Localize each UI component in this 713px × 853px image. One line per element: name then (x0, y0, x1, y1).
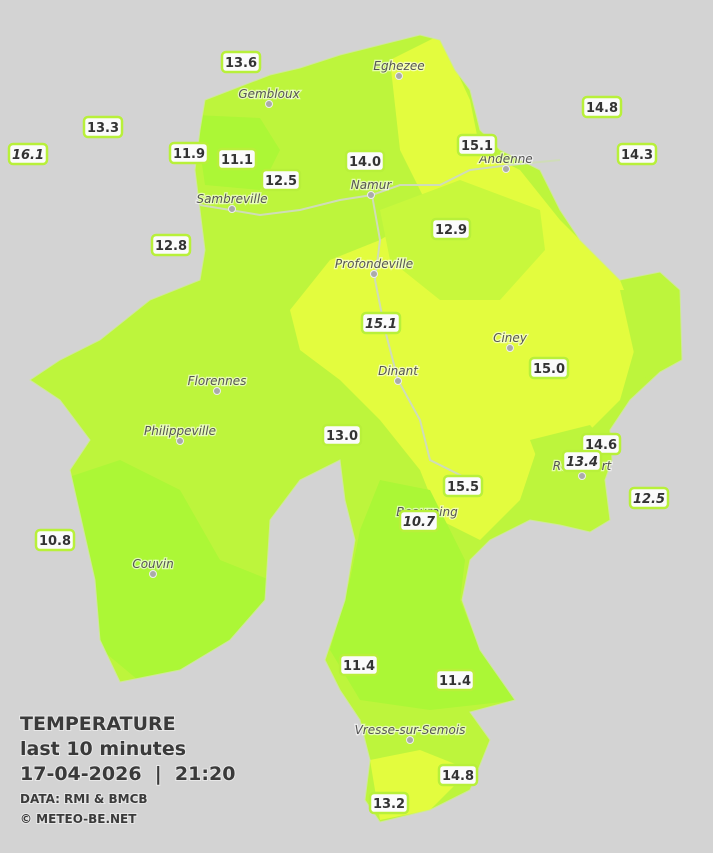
river (371, 194, 471, 481)
city-label: Namur (351, 178, 393, 192)
city-label: Florennes (188, 374, 247, 388)
station-box (338, 653, 380, 677)
station-value: 15.5 (447, 480, 479, 495)
station-value: 10.8 (39, 534, 71, 549)
city-dot (406, 736, 414, 744)
station-box (150, 233, 192, 257)
city-dot (370, 270, 378, 278)
credit: © METEO-BE.NET (20, 812, 137, 826)
station-box (628, 486, 670, 510)
station-value: 11.9 (173, 147, 205, 162)
city-label: Eghezee (373, 59, 424, 73)
station-box (434, 668, 476, 692)
station-value: 14.8 (442, 769, 474, 784)
station-value: 14.3 (621, 148, 653, 163)
city-label: Philippeville (144, 424, 216, 438)
station-value: 10.7 (403, 515, 436, 530)
station-value: 15.1 (461, 139, 493, 154)
city-dot (506, 344, 514, 352)
station-box (220, 50, 262, 74)
station-box (528, 356, 570, 380)
station-value: 14.0 (349, 155, 381, 170)
subtitle: last 10 minutes (20, 738, 186, 760)
city-label: Vresse-sur-Semois (355, 723, 466, 737)
city-label: Sambreville (196, 192, 267, 206)
city-label: Couvin (132, 557, 173, 571)
city-label: Gembloux (238, 87, 300, 101)
station-box (442, 474, 484, 498)
station-box (34, 528, 76, 552)
city-dot (394, 377, 402, 385)
city-dot (265, 100, 273, 108)
city-dot (367, 191, 375, 199)
station-value: 12.5 (633, 492, 665, 507)
city-dot (228, 205, 236, 213)
credit: DATA: RMI & BMCB (20, 792, 148, 806)
station-value: 15.0 (533, 362, 565, 377)
river (199, 159, 561, 217)
station-box (456, 133, 498, 157)
station-value: 16.1 (12, 148, 44, 163)
city-dot (149, 570, 157, 578)
station-box (82, 115, 124, 139)
city-dot (395, 72, 403, 80)
station-box (616, 142, 658, 166)
city-dot (502, 165, 510, 173)
station-value: 14.6 (585, 438, 617, 453)
station-box (168, 141, 210, 165)
station-box (344, 149, 386, 173)
station-value: 11.4 (343, 659, 375, 674)
station-box (398, 509, 440, 533)
city-label: Profondeville (335, 257, 413, 271)
station-value: 13.3 (87, 121, 119, 136)
station-box (581, 95, 623, 119)
station-box (430, 217, 472, 241)
station-box (561, 449, 603, 473)
city-dot (578, 472, 586, 480)
station-box (216, 147, 258, 171)
station-box (7, 142, 49, 166)
station-value: 13.0 (326, 429, 358, 444)
station-value: 11.1 (221, 153, 253, 168)
station-value: 11.4 (439, 674, 471, 689)
station-value: 12.5 (265, 174, 297, 189)
stations: 13.6 13.3 16.1 11.9 11.1 12.5 14.0 15.1 14.8 14.3… (7, 50, 670, 815)
title: TEMPERATURE (20, 713, 176, 735)
city-dot (213, 387, 221, 395)
station-box (437, 763, 479, 787)
station-value: 12.8 (155, 239, 187, 254)
station-value: 13.2 (373, 797, 405, 812)
station-value: 15.1 (365, 317, 397, 332)
station-value: 13.4 (566, 455, 598, 470)
station-value: 13.6 (225, 56, 257, 71)
timestamp: 17-04-2026 | 21:20 (20, 763, 235, 785)
station-box (260, 168, 302, 192)
station-value: 14.8 (586, 101, 618, 116)
city-dot (176, 437, 184, 445)
station-box (360, 311, 402, 335)
city-label: Ciney (493, 331, 528, 345)
city-label: Dinant (378, 364, 419, 378)
station-box (368, 791, 410, 815)
station-box (321, 423, 363, 447)
station-value: 12.9 (435, 223, 467, 238)
